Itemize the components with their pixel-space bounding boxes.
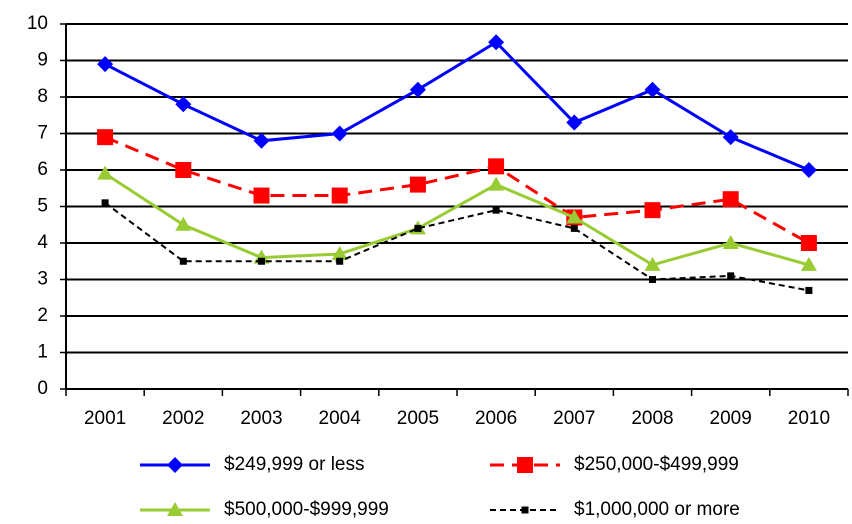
point [492, 206, 500, 214]
point [644, 256, 661, 271]
x-tick-label: 2003 [240, 408, 282, 429]
point [644, 202, 661, 219]
point [727, 272, 735, 280]
point [414, 224, 422, 232]
x-tick-label: 2004 [319, 408, 362, 429]
point [570, 224, 578, 232]
point [722, 191, 739, 208]
y-tick-label: 1 [37, 342, 48, 363]
x-tick-label: 2001 [84, 408, 126, 429]
point [331, 125, 348, 142]
legend-item: $1,000,000 or more [490, 499, 740, 520]
series [97, 34, 817, 178]
legend-label: $1,000,000 or more [574, 499, 740, 520]
point [566, 114, 583, 131]
legend-label: $250,000-$499,999 [574, 454, 739, 475]
point [409, 81, 426, 98]
y-tick-label: 4 [37, 232, 48, 253]
point [800, 256, 817, 271]
point [521, 506, 529, 514]
point [331, 187, 348, 204]
line [104, 135, 810, 245]
x-tick-label: 2010 [788, 408, 830, 429]
x-tick-label: 2007 [553, 408, 595, 429]
point [167, 502, 183, 516]
y-tick-label: 7 [37, 123, 48, 144]
series [97, 165, 817, 271]
point [800, 162, 817, 178]
y-tick-label: 3 [37, 269, 48, 290]
point [488, 158, 505, 175]
x-tick-label: 2002 [162, 408, 204, 429]
point [336, 257, 344, 265]
y-tick-label: 0 [37, 378, 48, 399]
point [253, 249, 270, 264]
legend-label: $249,999 or less [224, 454, 365, 475]
point [517, 457, 533, 473]
point [179, 257, 187, 265]
point [97, 56, 114, 73]
y-tick-label: 9 [37, 50, 48, 71]
y-tick-label: 5 [37, 196, 48, 217]
line [104, 40, 810, 172]
y-tick-label: 2 [37, 305, 48, 326]
point [805, 286, 813, 294]
point [722, 129, 739, 146]
point [101, 199, 109, 207]
x-tick-label: 2009 [710, 408, 752, 429]
legend-label: $500,000-$999,999 [224, 499, 389, 520]
point [566, 209, 583, 224]
legend-item: $250,000-$499,999 [490, 454, 739, 475]
point [488, 176, 505, 191]
point [253, 187, 270, 204]
y-tick-label: 6 [37, 159, 48, 180]
point [167, 457, 183, 473]
series [101, 199, 813, 294]
point [175, 162, 192, 178]
point [258, 257, 265, 265]
point [331, 245, 348, 260]
point [644, 81, 661, 98]
series [97, 129, 817, 251]
y-tick-label: 8 [37, 86, 48, 107]
point [97, 165, 114, 180]
x-tick-label: 2006 [475, 408, 517, 429]
legend-item: $500,000-$999,999 [140, 499, 389, 520]
line [104, 202, 810, 292]
line [104, 172, 810, 267]
point [722, 235, 739, 249]
point [649, 276, 656, 283]
x-tick-label: 2005 [397, 408, 439, 429]
point [97, 129, 114, 146]
y-tick-label: 10 [27, 13, 48, 34]
x-tick-label: 2008 [631, 408, 673, 429]
point [409, 176, 426, 193]
point [253, 132, 270, 149]
legend-item: $249,999 or less [140, 454, 365, 475]
point [175, 216, 192, 231]
point [175, 96, 192, 113]
point [800, 235, 817, 251]
point [488, 34, 505, 51]
